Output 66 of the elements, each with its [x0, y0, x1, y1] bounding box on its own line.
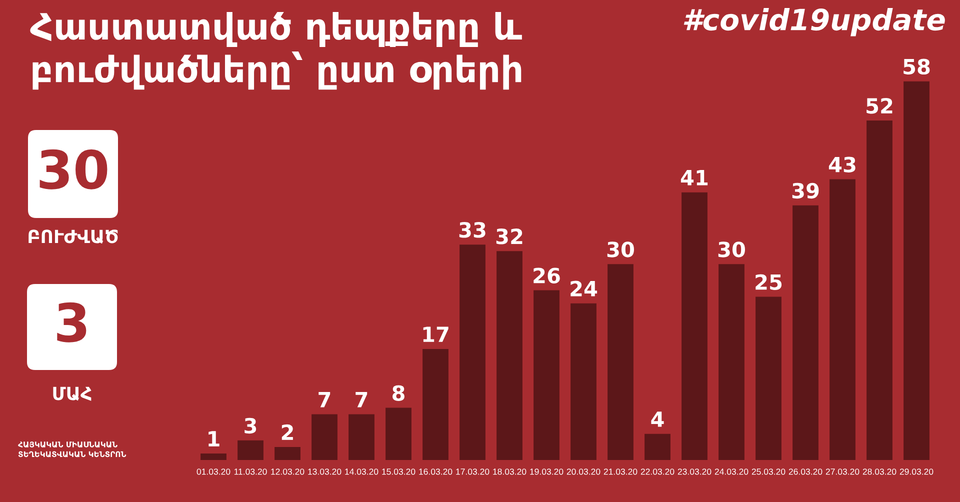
x-tick-label: 24.03.20: [714, 468, 748, 475]
text: ԲՈՒԺՎԱԾ: [28, 230, 118, 244]
x-tick-label: 12.03.20: [271, 468, 304, 475]
bar: [496, 251, 522, 460]
bar: [534, 290, 560, 460]
x-tick-label: 19.03.20: [530, 468, 564, 475]
data-label: 7: [318, 392, 330, 408]
data-label: 17: [423, 326, 448, 342]
data-label: 7: [356, 392, 368, 408]
data-label: 52: [866, 98, 892, 114]
x-tick-label: 16.03.20: [419, 468, 452, 475]
x-tick-label: 21.03.20: [604, 468, 638, 475]
x-tick-label: 25.03.20: [752, 468, 786, 475]
bar: [792, 205, 818, 460]
x-tick-label: 29.03.20: [900, 468, 934, 475]
bar: [570, 303, 596, 460]
bar: [200, 453, 226, 460]
bar: [312, 414, 338, 460]
bar: [644, 434, 670, 460]
x-tick-label: 17.03.20: [456, 468, 490, 475]
x-tick-label: 20.03.20: [566, 468, 600, 475]
text: 30: [40, 149, 108, 190]
bar: [718, 264, 744, 460]
bar: [682, 192, 708, 460]
bar: [422, 349, 448, 460]
bar: [274, 446, 300, 460]
bar: [460, 244, 486, 460]
bar: [608, 264, 634, 460]
data-label: 41: [680, 170, 708, 186]
data-label: 30: [607, 242, 634, 258]
bar: [904, 81, 930, 460]
data-label: 24: [570, 280, 598, 296]
text: ՄԱՀ: [53, 386, 92, 401]
bar: [238, 440, 264, 460]
data-label: 3: [244, 418, 256, 434]
x-tick-label: 22.03.20: [640, 468, 674, 475]
data-label: 1: [208, 431, 220, 446]
x-tick-label: 11.03.20: [234, 468, 267, 475]
bar: [386, 408, 412, 460]
data-label: 4: [651, 412, 664, 427]
bar: [830, 179, 856, 460]
text: 3: [57, 302, 86, 342]
x-tick-label: 14.03.20: [345, 468, 378, 475]
data-label: 58: [904, 58, 930, 75]
bar: [348, 414, 374, 460]
bar: [756, 296, 782, 460]
data-label: 25: [756, 274, 782, 290]
data-label: 2: [282, 424, 293, 440]
text: #covid19update: [684, 8, 945, 36]
data-label: 39: [792, 182, 819, 199]
x-tick-label: 01.03.20: [196, 468, 230, 475]
x-tick-label: 15.03.20: [382, 468, 416, 475]
bar: [866, 120, 892, 460]
x-tick-label: 28.03.20: [862, 468, 896, 475]
data-label: 32: [496, 228, 522, 244]
x-tick-label: 26.03.20: [788, 468, 822, 475]
chart-title: Հաստատված դեպքերը և բուժվածները՝ ըստ օրերի: [30, 12, 522, 90]
data-label: 8: [392, 385, 404, 401]
data-label: 43: [828, 156, 856, 172]
data-label: 33: [459, 222, 486, 238]
x-tick-label: 23.03.20: [678, 468, 712, 475]
data-label: 30: [718, 242, 745, 258]
x-tick-label: 18.03.20: [493, 468, 526, 475]
x-tick-label: 27.03.20: [826, 468, 860, 475]
data-label: 26: [534, 268, 560, 284]
x-tick-label: 13.03.20: [308, 468, 342, 475]
